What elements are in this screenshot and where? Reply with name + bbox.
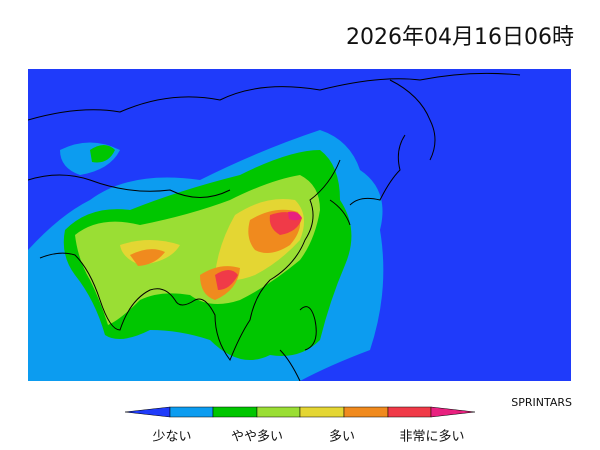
legend-label: やや多い — [231, 429, 283, 445]
credit: SPRINTARS — [511, 396, 572, 409]
legend-label: 非常に多い — [399, 429, 464, 445]
title: 2026年04月16日06時 — [346, 25, 574, 50]
legend-label: 少ない — [152, 430, 191, 445]
legend: 少ない やや多い 多い 非常に多い — [124, 406, 476, 445]
map — [28, 69, 571, 381]
legend-label: 多い — [329, 429, 355, 445]
